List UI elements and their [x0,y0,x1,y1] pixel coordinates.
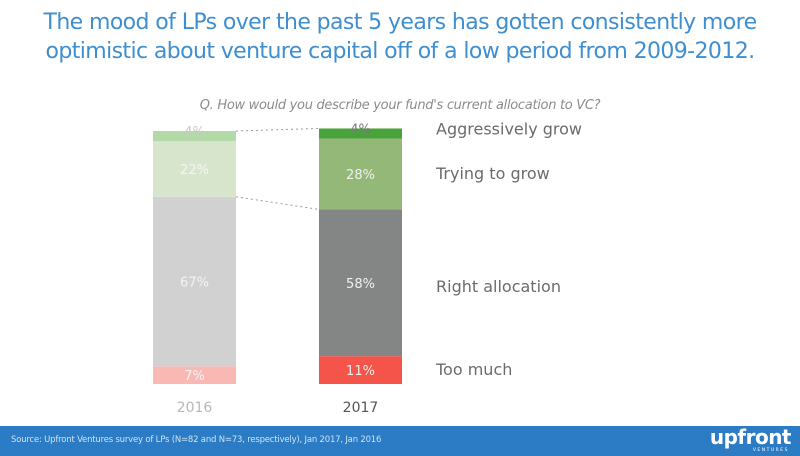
segment-label-2017-trying-to-grow: 28% [346,168,375,183]
bar-2016-right-allocation [153,196,236,367]
chart-question: Q. How would you describe your fund's cu… [199,98,601,113]
bar-2016-aggressively-grow [153,131,236,142]
legend-aggressively-grow: Aggressively grow [436,119,582,138]
legend-right-allocation: Right allocation [436,277,561,296]
segment-label-2016-trying-to-grow: 22% [180,163,209,178]
bar-2017-right-allocation [319,209,402,357]
bar-2016-too-much [153,366,236,384]
segment-label-2016-too-much: 7% [184,369,205,384]
footer-bar: Source: Upfront Ventures survey of LPs (… [0,426,800,456]
connector-right-allocation [235,196,320,210]
category-label-2016: 2016 [177,400,213,416]
bar-2016-trying-to-grow [153,141,236,197]
bar-2017-trying-to-grow [319,138,402,210]
category-label-2017: 2017 [343,400,379,416]
segment-labels: 7% 67% 22% 4% 11% 58% 28% 4% [180,122,375,384]
slide-title-line-2: optimistic about venture capital off of … [45,39,755,64]
segment-label-2016-aggressively-grow: 4% [184,125,205,140]
connector-aggressively-grow [235,127,320,132]
logo-wordmark: upfront [709,425,792,449]
stacked-bar-chart: 7% 67% 22% 4% 11% 58% 28% 4% 2016 2017 Too much R… [153,119,582,416]
slide-title-line-1: The mood of LPs over the past 5 years ha… [43,10,757,35]
logo-subtitle: VENTURES [752,448,789,453]
connector-lines [235,127,320,210]
category-labels: 2016 2017 [177,400,379,416]
source-note: Source: Upfront Ventures survey of LPs (… [11,435,382,445]
bars-group [153,128,402,384]
segment-label-2017-aggressively-grow: 4% [350,122,371,137]
bar-2017-too-much [319,356,402,384]
legend-too-much: Too much [435,360,512,379]
legend-trying-to-grow: Trying to grow [435,164,550,183]
bar-2017-aggressively-grow [319,128,402,139]
segment-label-2016-right-allocation: 67% [180,276,209,291]
upfront-logo: upfront VENTURES [701,425,792,456]
segment-label-2017-right-allocation: 58% [346,277,375,292]
slide-title: The mood of LPs over the past 5 years ha… [0,8,800,66]
legend: Too much Right allocation Trying to grow Ag… [435,119,582,379]
segment-label-2017-too-much: 11% [346,364,375,379]
